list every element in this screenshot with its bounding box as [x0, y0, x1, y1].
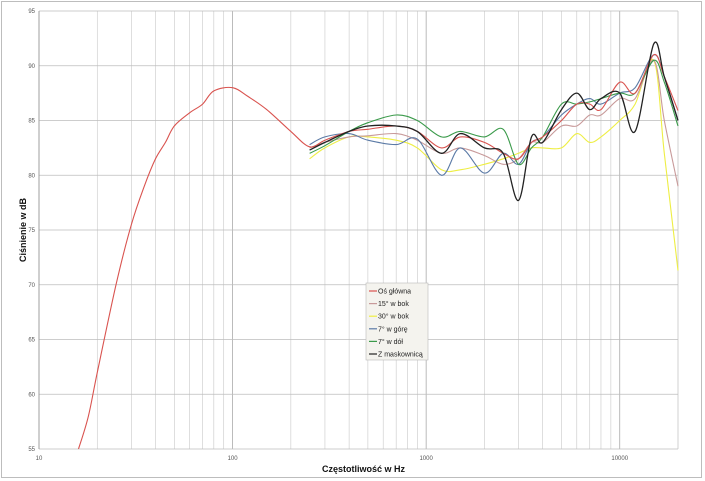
y-tick-label: 85: [28, 119, 35, 125]
series-line-5: [309, 41, 679, 202]
series-line-3: [309, 54, 679, 176]
x-tick-label: 10000: [611, 456, 628, 462]
x-tick-label: 1000: [419, 456, 433, 462]
series-line-1: [309, 59, 679, 187]
legend-label: 30° w bok: [378, 313, 409, 321]
series-lines: [77, 41, 679, 450]
grid: [38, 10, 679, 450]
legend-label: Oś główna: [378, 289, 411, 296]
legend-label: 15° w bok: [378, 300, 409, 308]
series-line-0: [77, 54, 679, 450]
y-tick-label: 95: [28, 9, 35, 15]
series-line-4: [309, 59, 679, 166]
y-tick-label: 90: [28, 64, 35, 70]
y-tick-label: 60: [28, 392, 35, 398]
legend-label: 7° w dół: [378, 338, 403, 346]
y-tick-label: 65: [28, 338, 35, 344]
y-tick-label: 55: [28, 447, 35, 453]
y-tick-label: 80: [28, 173, 35, 179]
y-tick-label: 70: [28, 283, 35, 289]
legend-label: 7° w górę: [378, 325, 408, 333]
x-tick-label: 10: [36, 456, 43, 462]
y-tick-label: 75: [28, 228, 35, 234]
legend: Oś główna 15° w bok 30° w bok 7° w górę 7° w…: [365, 282, 429, 361]
x-tick-label: 100: [228, 456, 239, 462]
y-axis-title: Ciśnienie w dB: [18, 197, 28, 262]
x-axis-title: Częstotliwość w Hz: [322, 464, 406, 474]
legend-label: Z maskownicą: [378, 352, 423, 359]
legend-box: [365, 282, 429, 361]
tick-labels: 55 60 65 70 75 80 85 90 95 10 100 1000 10000: [28, 9, 628, 462]
